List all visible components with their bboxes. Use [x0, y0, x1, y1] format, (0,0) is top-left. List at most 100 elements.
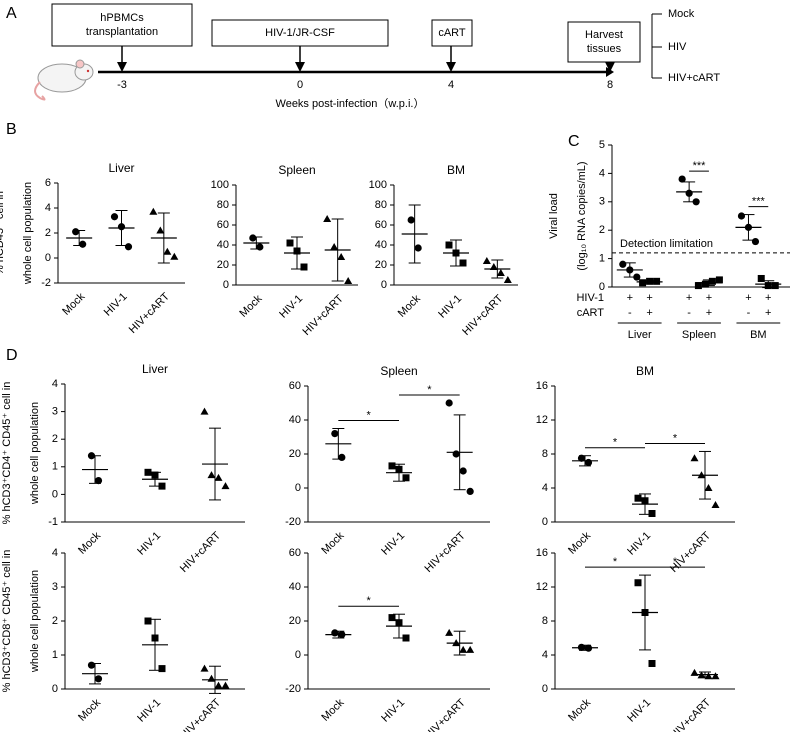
group-bracket	[651, 13, 662, 79]
y-tick-label: 4	[52, 547, 58, 559]
x-tick-label: HIV+cART	[668, 696, 713, 732]
data-point	[633, 273, 641, 281]
data-point	[459, 259, 467, 267]
y-tick-label: 16	[536, 380, 548, 392]
y-tick-label: -20	[285, 683, 301, 695]
y-tick-label: 12	[536, 581, 548, 593]
data-point	[459, 467, 467, 475]
step-label: tissues	[587, 43, 622, 55]
data-point	[648, 660, 656, 667]
y-tick-label: 0	[295, 649, 301, 661]
x-tick-label: Mock	[76, 696, 103, 723]
cart-sign: +	[765, 307, 771, 319]
x-tick-label: HIV-1	[379, 530, 407, 558]
data-point	[79, 240, 87, 248]
x-tick-label: HIV-1	[379, 697, 407, 725]
data-point	[337, 253, 346, 260]
x-tick-label: Mock	[237, 292, 264, 319]
data-point	[331, 430, 339, 438]
x-tick-label: Mock	[566, 696, 593, 723]
data-point	[330, 243, 339, 250]
data-point	[170, 252, 179, 260]
y-tick-label: 40	[289, 414, 301, 426]
y-tick-label: 80	[217, 199, 229, 211]
data-point	[503, 276, 512, 283]
y-tick-label: 40	[289, 581, 301, 593]
step-label: cART	[438, 27, 466, 39]
y-tick-label: 3	[599, 196, 605, 208]
data-point	[445, 628, 454, 636]
y-tick-label: 0	[45, 252, 51, 264]
data-point	[286, 239, 294, 247]
x-tick-label: Mock	[566, 529, 593, 556]
data-point	[156, 226, 165, 234]
y-tick-label: 8	[542, 448, 548, 460]
y-tick-label: 4	[542, 482, 548, 494]
data-point	[124, 243, 133, 251]
y-axis-label: Viral load	[548, 193, 560, 239]
y-tick-label: 4	[542, 649, 548, 661]
panel-label: C	[568, 133, 580, 150]
chart-title: Spleen	[278, 163, 315, 177]
data-point	[445, 399, 453, 407]
data-point	[158, 482, 166, 490]
step-label: Harvest	[585, 29, 623, 41]
data-point	[751, 237, 760, 246]
data-point	[639, 279, 647, 287]
step-box	[51, 3, 193, 47]
data-point	[94, 477, 103, 485]
significance-label: *	[367, 409, 372, 421]
data-point	[634, 579, 642, 587]
timeline-axis-label: Weeks post-infection（w.p.i.）	[276, 97, 425, 110]
x-tick-label: HIV+cART	[668, 529, 713, 574]
significance-label: *	[367, 595, 372, 607]
x-tick-label: Mock	[60, 290, 87, 317]
y-axis-label: % hCD3⁺CD8⁺ CD45⁺ cell in	[1, 550, 13, 693]
data-point	[771, 282, 779, 290]
group-label: Liver	[628, 329, 652, 341]
y-tick-label: 0	[542, 516, 548, 528]
x-tick-label: HIV-1	[625, 697, 653, 725]
y-tick-label: 40	[217, 239, 229, 251]
step-arrowhead	[446, 62, 456, 72]
cart-sign: -	[628, 307, 632, 319]
y-axis-label: whole cell population	[29, 570, 41, 673]
y-tick-label: 4	[45, 202, 51, 214]
y-axis-label: % hCD3⁺CD4⁺ CD45⁺ cell in	[1, 382, 13, 525]
y-tick-label: 5	[599, 139, 605, 151]
row-label: cART	[577, 307, 605, 319]
week-label: -3	[117, 79, 127, 91]
data-point	[701, 280, 709, 288]
data-point	[577, 454, 586, 462]
data-point	[402, 474, 410, 482]
data-point	[200, 664, 209, 672]
y-tick-label: 0	[599, 281, 605, 293]
y-tick-label: 1	[52, 461, 58, 473]
data-point	[466, 645, 475, 653]
y-tick-label: 2	[45, 227, 51, 239]
data-point	[110, 213, 119, 221]
data-point	[715, 276, 723, 284]
data-point	[256, 243, 264, 251]
x-tick-label: HIV+cART	[178, 529, 223, 574]
x-tick-label: HIV-1	[135, 697, 163, 725]
significance-label: ***	[752, 195, 766, 207]
data-point	[584, 458, 593, 467]
x-tick-label: Mock	[396, 292, 423, 319]
x-tick-label: HIV+cART	[127, 290, 172, 335]
y-tick-label: 0	[223, 279, 229, 291]
data-point	[344, 277, 353, 284]
data-point	[489, 263, 498, 270]
data-point	[214, 681, 223, 689]
data-point	[338, 453, 346, 461]
data-point	[619, 260, 627, 268]
x-tick-label: HIV-1	[625, 530, 653, 558]
data-point	[221, 681, 230, 689]
panel-label: B	[6, 121, 17, 138]
y-tick-label: 20	[289, 615, 301, 627]
significance-label: *	[673, 556, 678, 568]
chart-title: BM	[636, 364, 654, 378]
y-tick-label: 0	[52, 488, 58, 500]
hiv1-sign: +	[646, 292, 652, 304]
y-tick-label: 6	[45, 177, 51, 189]
